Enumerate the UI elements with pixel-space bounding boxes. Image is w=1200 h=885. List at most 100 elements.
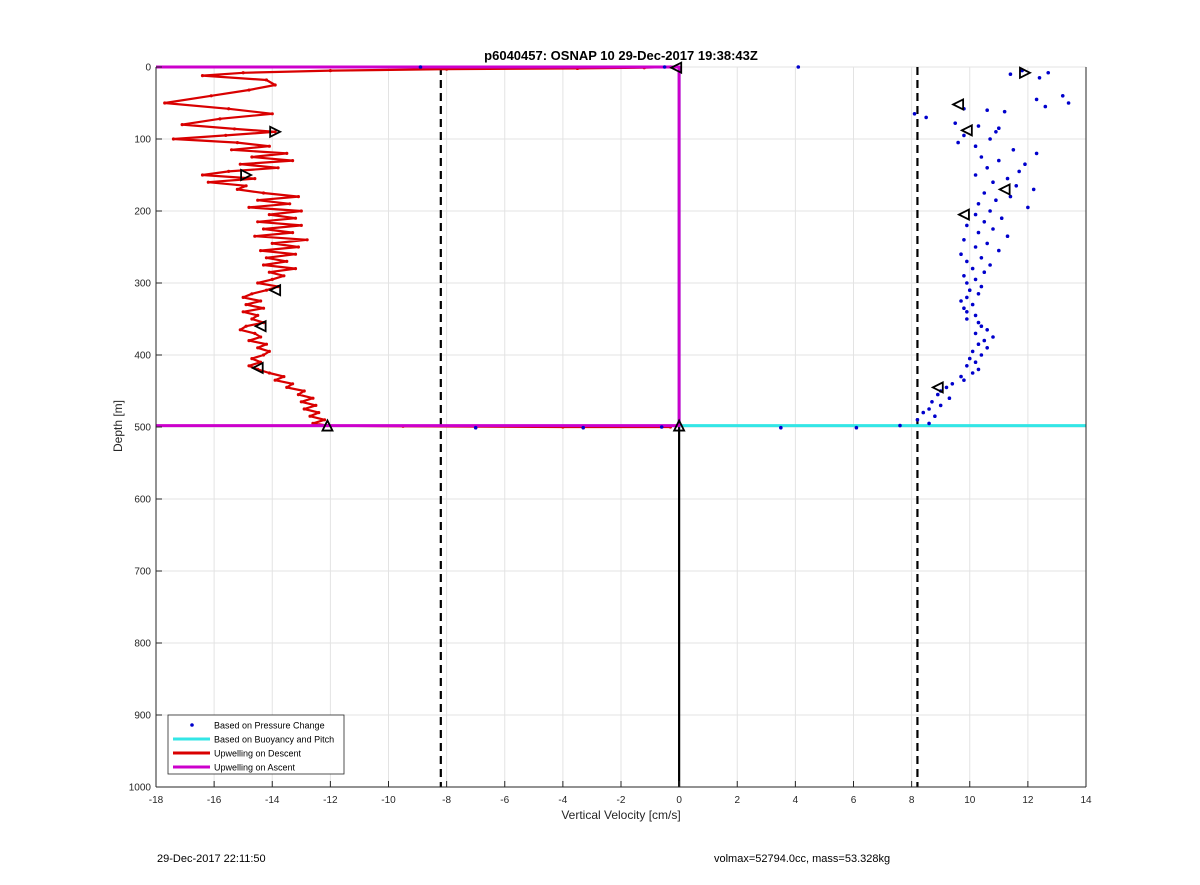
legend-box bbox=[167, 714, 345, 775]
pressure-point bbox=[962, 378, 966, 383]
pressure-point bbox=[1034, 151, 1039, 156]
x-tick-label: -6 bbox=[500, 795, 509, 806]
descent-point bbox=[256, 281, 260, 285]
pressure-point bbox=[1014, 184, 1019, 188]
pressure-point bbox=[976, 202, 981, 206]
pressure-point bbox=[796, 65, 801, 69]
descent-point bbox=[244, 184, 248, 188]
pressure-point bbox=[970, 266, 975, 271]
descent-point bbox=[305, 238, 309, 242]
descent-point bbox=[267, 371, 271, 375]
descent-point bbox=[296, 195, 301, 199]
pressure-point bbox=[1005, 234, 1010, 238]
descent-point bbox=[259, 299, 263, 303]
pressure-point bbox=[1043, 104, 1048, 109]
descent-point bbox=[241, 71, 245, 75]
pressure-point bbox=[1046, 70, 1051, 75]
pressure-point bbox=[1023, 162, 1027, 166]
triangle-marker bbox=[930, 380, 944, 394]
descent-point bbox=[238, 162, 242, 166]
pressure-point bbox=[965, 281, 969, 285]
triangle-marker bbox=[951, 97, 965, 111]
y-tick-label: 500 bbox=[134, 423, 151, 434]
descent-point bbox=[256, 346, 260, 350]
descent-point bbox=[200, 173, 205, 177]
descent-point bbox=[218, 117, 222, 121]
descent-point bbox=[247, 339, 251, 343]
pressure-point bbox=[965, 317, 969, 321]
pressure-point bbox=[979, 255, 984, 260]
pressure-point bbox=[979, 324, 984, 329]
y-tick-label: 200 bbox=[134, 207, 151, 218]
pressure-point bbox=[973, 144, 978, 148]
series-line bbox=[156, 65, 681, 428]
triangle-marker bbox=[669, 61, 683, 75]
pressure-point bbox=[959, 252, 963, 256]
descent-point bbox=[244, 324, 248, 328]
series-layer bbox=[156, 65, 1086, 430]
descent-point bbox=[270, 277, 274, 281]
x-tick-label: 6 bbox=[851, 795, 857, 806]
y-tick-label: 0 bbox=[145, 63, 151, 74]
legend-label: Based on Pressure Change bbox=[214, 721, 325, 731]
y-tick-label: 900 bbox=[134, 711, 151, 722]
descent-point bbox=[296, 245, 301, 249]
descent-point bbox=[256, 220, 260, 224]
pressure-point bbox=[976, 342, 981, 347]
y-tick-label: 400 bbox=[134, 351, 151, 362]
descent-point bbox=[264, 256, 269, 260]
descent-point bbox=[259, 249, 263, 253]
x-tick-label: -16 bbox=[207, 795, 222, 806]
triangle-marker bbox=[321, 418, 334, 432]
descent-point bbox=[241, 310, 245, 314]
pressure-point bbox=[999, 216, 1004, 220]
x-axis-label: Vertical Velocity [cm/s] bbox=[561, 808, 680, 822]
x-tick-label: 0 bbox=[676, 795, 682, 806]
pressure-point bbox=[965, 310, 969, 314]
descent-point bbox=[261, 263, 266, 267]
pressure-point bbox=[938, 403, 943, 408]
pressure-point bbox=[418, 65, 423, 69]
pressure-point bbox=[976, 320, 981, 325]
pressure-point bbox=[988, 209, 992, 213]
pressure-point bbox=[985, 346, 989, 350]
pressure-point bbox=[997, 158, 1001, 163]
pressure-point bbox=[985, 108, 989, 112]
descent-point bbox=[235, 187, 239, 191]
pressure-point bbox=[994, 130, 998, 134]
legend: Based on Pressure Change Based on Buoyanc… bbox=[167, 714, 345, 775]
x-tick-label: 12 bbox=[1022, 795, 1034, 806]
triangle-marker bbox=[997, 182, 1011, 196]
x-tick-label: 10 bbox=[964, 795, 976, 806]
descent-point bbox=[290, 382, 295, 386]
descent-point bbox=[250, 317, 254, 321]
pressure-point bbox=[973, 212, 978, 217]
pressure-point bbox=[1017, 169, 1021, 174]
triangle-marker bbox=[1019, 66, 1032, 80]
pressure-point bbox=[965, 259, 969, 264]
pressure-point bbox=[982, 191, 987, 195]
pressure-point bbox=[976, 230, 981, 235]
pressure-point bbox=[976, 124, 981, 128]
pressure-point bbox=[973, 173, 978, 177]
descent-point bbox=[256, 313, 260, 317]
descent-point bbox=[244, 303, 248, 307]
descent-point bbox=[163, 101, 167, 105]
descent-point bbox=[267, 349, 271, 353]
pressure-point bbox=[659, 425, 664, 429]
pressure-point bbox=[1037, 76, 1042, 80]
footer-params: volmax=52794.0cc, mass=53.328kg bbox=[714, 853, 891, 865]
pressure-point bbox=[956, 140, 960, 145]
pressure-point bbox=[962, 133, 966, 138]
x-tick-label: -12 bbox=[323, 795, 338, 806]
pressure-point bbox=[970, 302, 975, 307]
y-tick-label: 800 bbox=[134, 639, 151, 650]
pressure-point bbox=[991, 180, 995, 184]
descent-point bbox=[261, 353, 266, 357]
triangle-marker bbox=[269, 125, 283, 139]
pressure-point bbox=[933, 414, 937, 419]
pressure-point bbox=[935, 392, 940, 397]
pressure-point bbox=[985, 166, 989, 170]
pressure-point bbox=[1026, 205, 1030, 210]
